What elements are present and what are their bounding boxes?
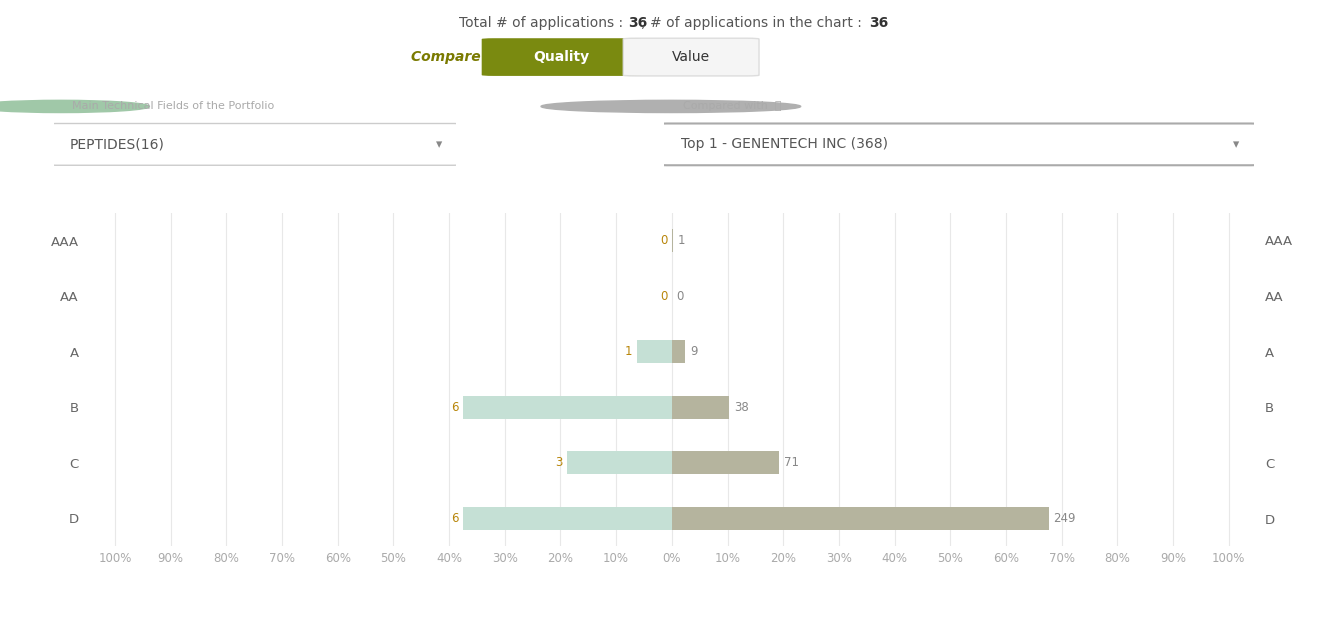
Bar [567,451,672,474]
Bar [672,229,673,252]
Text: 38: 38 [734,400,748,414]
Text: 249: 249 [1053,511,1075,525]
Bar [672,395,730,419]
Text: 1: 1 [677,234,685,247]
Bar [463,507,672,530]
Circle shape [540,101,801,112]
FancyBboxPatch shape [661,123,1257,165]
Bar [672,340,685,363]
Bar [637,340,672,363]
Text: Quality: Quality [534,50,590,64]
Text: ; # of applications in the chart :: ; # of applications in the chart : [641,16,866,30]
Text: 3: 3 [555,456,563,470]
Text: 0: 0 [660,289,668,303]
FancyBboxPatch shape [624,38,759,76]
FancyBboxPatch shape [481,38,641,76]
Text: ▾: ▾ [1232,138,1239,151]
Bar [463,395,672,419]
Circle shape [0,101,149,112]
Text: 36: 36 [628,16,648,30]
Text: 71: 71 [783,456,799,470]
Text: 6: 6 [451,511,459,525]
Text: 0: 0 [660,234,668,247]
Text: 1: 1 [625,345,633,358]
Text: Top 1 - GENENTECH INC (368): Top 1 - GENENTECH INC (368) [681,138,889,151]
Text: 0: 0 [676,289,684,303]
Text: 6: 6 [451,400,459,414]
Bar [672,451,779,474]
Text: Main Technical Fields of the Portfolio: Main Technical Fields of the Portfolio [71,101,274,112]
Text: 9: 9 [689,345,697,358]
Text: Total # of applications :: Total # of applications : [459,16,628,30]
Text: ▾: ▾ [436,138,441,151]
Text: Value: Value [672,50,711,64]
Text: PEPTIDES(16): PEPTIDES(16) [70,138,165,151]
Text: Compared with  ⓘ: Compared with ⓘ [684,101,782,112]
Text: 36: 36 [869,16,888,30]
FancyBboxPatch shape [51,123,457,165]
Bar [672,507,1049,530]
Text: Compare :: Compare : [410,50,491,64]
